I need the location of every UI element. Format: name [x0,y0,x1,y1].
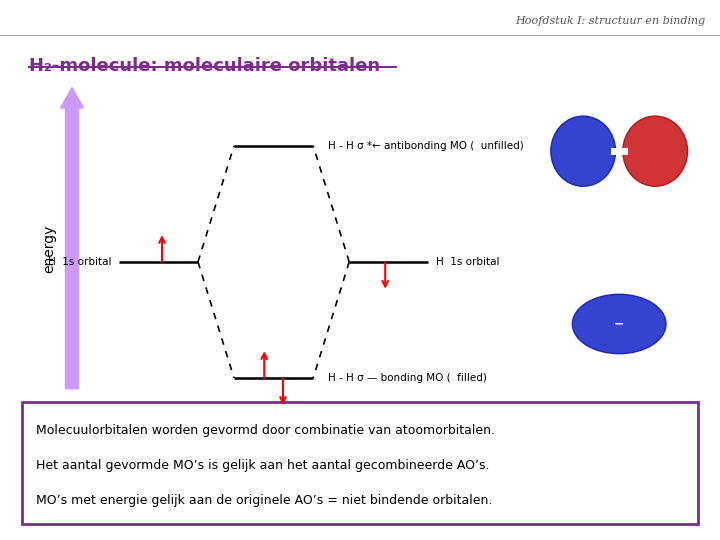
Text: H - H σ *← antibonding MO (  unfilled): H - H σ *← antibonding MO ( unfilled) [328,141,523,151]
Text: MO’s met energie gelijk aan de originele AO’s = niet bindende orbitalen.: MO’s met energie gelijk aan de originele… [36,494,492,507]
Text: energy: energy [42,224,56,273]
Text: H₂-molecule: moleculaire orbitalen: H₂-molecule: moleculaire orbitalen [29,57,380,75]
Text: Het aantal gevormde MO’s is gelijk aan het aantal gecombineerde AO’s.: Het aantal gevormde MO’s is gelijk aan h… [36,459,490,472]
Text: H  1s orbital: H 1s orbital [48,257,112,267]
Ellipse shape [623,116,688,186]
Ellipse shape [572,294,666,354]
Text: Hoofdstuk I: structuur en binding: Hoofdstuk I: structuur en binding [516,16,706,26]
Ellipse shape [551,116,616,186]
Text: H - H σ — bonding MO (  filled): H - H σ — bonding MO ( filled) [328,373,487,383]
Text: −: − [614,318,624,330]
FancyBboxPatch shape [22,402,698,524]
Text: Molecuulorbitalen worden gevormd door combinatie van atoomorbitalen.: Molecuulorbitalen worden gevormd door co… [36,424,495,437]
Text: H  1s orbital: H 1s orbital [436,257,499,267]
FancyArrow shape [60,87,84,389]
